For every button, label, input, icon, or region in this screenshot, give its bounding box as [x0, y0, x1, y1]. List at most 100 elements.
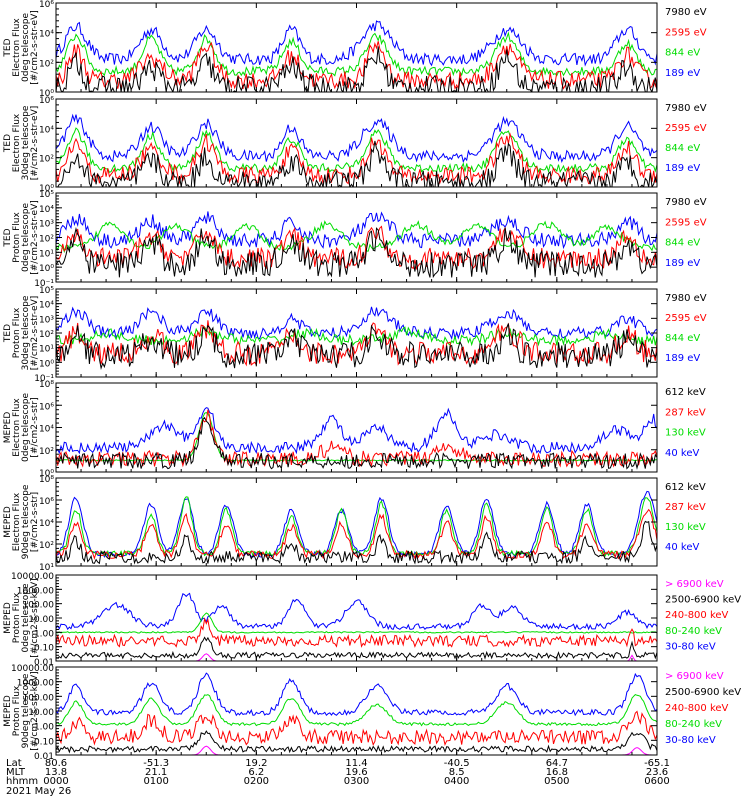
y-tick-label: 10.00 — [28, 615, 54, 625]
x-tick-label-time: 0300 — [344, 776, 369, 787]
legend-label: 130 keV — [665, 522, 706, 533]
panel-frame — [55, 574, 658, 662]
legend-label: 2595 eV — [665, 27, 707, 38]
y-tick-label: 10² — [39, 59, 54, 69]
series-line-189-ev — [56, 20, 657, 67]
series-line-2500-6900-kev — [56, 730, 657, 754]
x-tick-label-mlt: 8.5 — [449, 767, 465, 778]
legend-label: 287 keV — [665, 502, 706, 513]
ylabel-line: [#/cm2-s-str] — [30, 397, 40, 457]
series-line-40-kev — [56, 490, 657, 559]
y-tick-label: 10⁻¹ — [34, 374, 54, 384]
legend-label: 844 eV — [665, 333, 700, 344]
legend-label: 189 eV — [665, 258, 700, 269]
y-tick-label: 10⁴ — [39, 301, 54, 311]
y-tick-label: 1.00 — [34, 723, 54, 733]
legend-label: 80-240 keV — [665, 719, 722, 730]
legend-label: 7980 eV — [665, 7, 707, 18]
x-row-label: hhmm — [6, 776, 38, 787]
legend-label: 130 keV — [665, 428, 706, 439]
panel-1: 10⁶ 10⁴ 10² 10⁰ TEDElectron Flux0deg telesco… — [3, 0, 707, 99]
series-line-40-kev — [56, 407, 657, 455]
x-tick-label-mlt: 16.8 — [546, 767, 568, 778]
legend-label: 844 eV — [665, 143, 700, 154]
y-tick-label: 10⁸ — [39, 475, 54, 485]
x-tick-label-mlt: 21.1 — [145, 767, 167, 778]
y-tick-label: 10² — [39, 330, 54, 340]
legend-label: 2595 eV — [665, 217, 707, 228]
series-line-2595-ev — [56, 225, 657, 271]
y-tick-label: 100.00 — [23, 693, 55, 703]
x-tick-label-time: 0000 — [43, 776, 68, 787]
series-line-287-kev — [56, 508, 657, 560]
x-tick-label-time: 0100 — [143, 776, 168, 787]
x-tick-label-lat: 11.4 — [345, 758, 367, 769]
ylabel-line: [#/cm2-s-str-eV] — [30, 296, 40, 371]
y-tick-label: 10⁴ — [39, 205, 54, 215]
legend-label: > 6900 keV — [665, 579, 724, 590]
legend-label: 844 eV — [665, 238, 700, 249]
series-line-80-240-kev — [56, 612, 657, 634]
ylabel-line: TED — [3, 324, 13, 343]
series-line-7980-ev — [56, 227, 657, 279]
ylabel-line: 0deg telescope — [21, 13, 31, 83]
y-tick-label: 10² — [39, 155, 54, 165]
legend-label: 189 eV — [665, 163, 700, 174]
panel-frame — [55, 382, 658, 473]
legend-label: 612 keV — [665, 387, 706, 398]
ylabel-line: [#/cm2-s-str-keV] — [30, 671, 40, 750]
legend-label: 30-80 keV — [665, 735, 716, 746]
x-tick-label-time: 0600 — [644, 776, 669, 787]
y-tick-label: 10⁴ — [39, 519, 54, 529]
y-tick-label: 10000.00 — [11, 572, 54, 582]
ylabel-line: [#/cm2-s-str] — [30, 492, 40, 552]
y-tick-label: 10⁶ — [39, 96, 54, 106]
ylabel-line: Electron Flux — [12, 113, 22, 172]
y-tick-label: 10⁴ — [39, 30, 54, 40]
legend-label: 2500-6900 keV — [665, 595, 741, 606]
series-line-189-ev — [56, 113, 657, 164]
series-line-844-ev — [56, 326, 657, 347]
legend-label: 40 keV — [665, 448, 699, 459]
y-tick-label: 10⁰ — [39, 89, 54, 99]
y-tick-label: 10⁴ — [39, 125, 54, 135]
ylabel-line: TED — [3, 134, 13, 153]
legend-label: 612 keV — [665, 482, 706, 493]
ylabel-line: 90deg telescope — [21, 484, 31, 559]
ylabel-line: 30deg telescope — [21, 295, 31, 370]
ylabel-line: TED — [3, 228, 13, 247]
panel-4: 10⁵ 10⁴ 10³ 10² 10¹ 10⁰ 10⁻¹ TEDProton Flux30de… — [3, 286, 707, 384]
ylabel-line: [#/cm2-s-str-eV] — [30, 106, 40, 181]
x-tick-label-lat: 80.6 — [45, 758, 67, 769]
panel-ylabel: MEPEDElectron Flux0deg telescope[#/cm2-s… — [3, 393, 40, 463]
series-line-240-800-kev — [56, 710, 657, 747]
series-line-30-80-kev — [56, 592, 657, 631]
series-line-240-800-kev — [56, 617, 657, 648]
y-tick-label: 10⁰ — [39, 359, 54, 369]
legend-label: 240-800 keV — [665, 703, 729, 714]
ylabel-line: MEPED — [3, 602, 13, 634]
y-tick-label: 10⁵ — [39, 190, 54, 200]
panel-ylabel: TEDElectron Flux30deg telescope[#/cm2-s-… — [3, 105, 40, 180]
y-tick-label: 1000.00 — [17, 586, 54, 596]
date-label: 2021 May 26 — [6, 786, 71, 797]
legend-label: 7980 eV — [665, 293, 707, 304]
x-tick-label-lat: -51.3 — [143, 758, 169, 769]
series-line-844-ev — [56, 220, 657, 254]
legend-label: 2595 eV — [665, 313, 707, 324]
ylabel-line: Proton Flux — [12, 592, 22, 643]
ylabel-line: Proton Flux — [12, 307, 22, 358]
ylabel-line: MEPED — [3, 506, 13, 538]
y-tick-label: 10⁰ — [39, 264, 54, 274]
panel-ylabel: TEDProton Flux0deg telescope[#/cm2-s-str… — [3, 200, 40, 275]
legend-label: 189 eV — [665, 68, 700, 79]
panel-8: 10000.00 1000.00 100.00 10.00 1.00 0.10 0.01 ME… — [3, 664, 741, 762]
panel-5: 10⁸ 10⁶ 10⁴ 10² 10⁰ MEPEDElectron Flux0deg te… — [3, 380, 706, 479]
ylabel-line: 0deg telescope — [21, 393, 31, 463]
x-tick-label-time: 0200 — [244, 776, 269, 787]
legend-label: 2595 eV — [665, 123, 707, 134]
ylabel-line: [#/cm2-s-str-keV] — [30, 578, 40, 657]
panel-ylabel: MEPEDProton Flux90deg telescope[#/cm2-s-… — [3, 671, 40, 750]
series-line-130-kev — [56, 412, 657, 462]
x-tick-label-time: 0500 — [544, 776, 569, 787]
